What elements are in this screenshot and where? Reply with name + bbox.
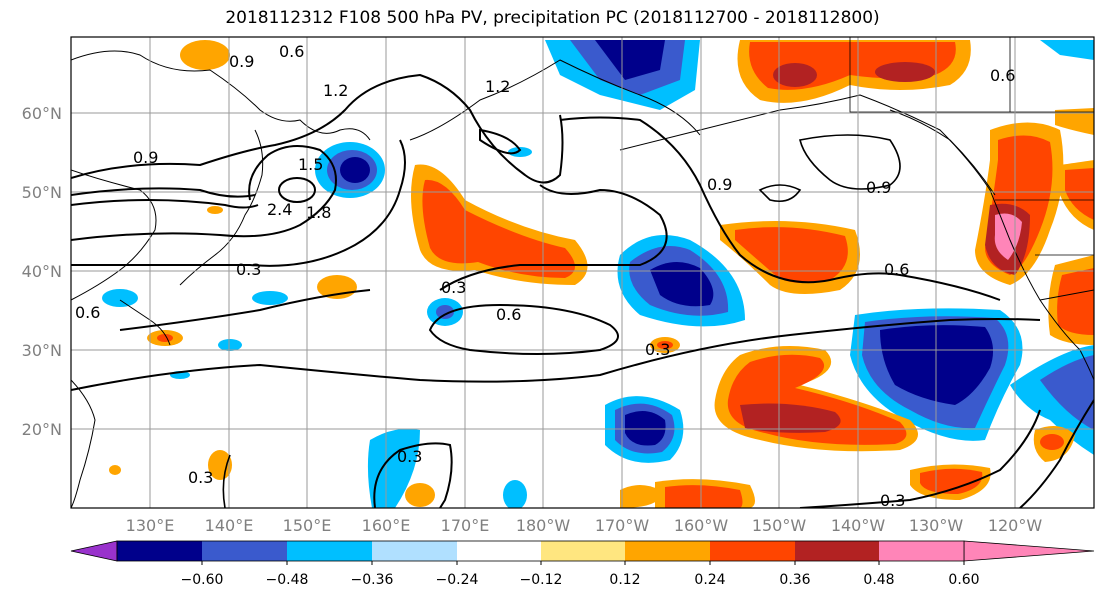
lon-label: 130°E [126,516,175,535]
contour-label: 0.6 [496,305,521,324]
precip-shading: 0.6 0.9 1.2 0.9 1.2 2.4 1.5 1.8 0.3 0.3 … [71,37,1094,510]
latitude-labels: 60°N 50°N 40°N 30°N 20°N [22,104,62,439]
colorbar-tick-label: −0.24 [436,572,479,588]
contour-label: 0.9 [229,52,254,71]
lon-label: 120°W [988,516,1043,535]
colorbar-swatch [541,541,625,561]
colorbar-swatch [625,541,710,561]
lon-label: 150°E [283,516,332,535]
map-frame [70,36,1095,509]
colorbar-swatch [795,541,879,561]
colorbar-tick-label: 0.24 [694,572,725,588]
colorbar-tick-label: −0.48 [266,572,309,588]
contour-label: 0.9 [707,175,732,194]
contour-label: 0.3 [441,278,466,297]
colorbar-tick-label: −0.12 [520,572,563,588]
positive-precip-region [109,40,1094,508]
lat-label: 60°N [22,104,62,123]
colorbar: −0.60 −0.48 −0.36 −0.24 −0.12 0.12 0.24 … [70,540,1095,588]
colorbar-swatch [372,541,457,561]
lon-label: 160°W [674,516,729,535]
lon-label: 140°E [205,516,254,535]
map-title: 2018112312 F108 500 hPa PV, precipitatio… [225,8,880,28]
colorbar-tick-label: 0.60 [948,572,979,588]
colorbar-swatch [287,541,372,561]
colorbar-extend-right [963,540,1095,562]
lon-label: 180°W [516,516,571,535]
gridlines [71,37,1094,508]
colorbar-swatch [202,541,287,561]
longitude-labels: 130°E 140°E 150°E 160°E 170°E 180°W 170°… [126,516,1043,535]
pv-center-contour [278,177,316,203]
contour-label: 1.5 [298,155,323,174]
borders [849,37,1094,256]
lon-label: 170°E [441,516,490,535]
contour-label: 1.8 [306,203,331,222]
contour-label: 1.2 [485,77,510,96]
lat-label: 30°N [22,341,62,360]
contour-label: 0.3 [236,260,261,279]
lat-label: 50°N [22,183,62,202]
contour-label: 0.9 [133,148,158,167]
colorbar-swatch [710,541,795,561]
contour-label: 0.6 [75,303,100,322]
colorbar-tick-label: 0.48 [863,572,894,588]
lon-label: 160°E [362,516,411,535]
colorbar-extend-left [70,540,118,562]
contour-labels: 0.6 0.9 1.2 0.9 1.2 2.4 1.5 1.8 0.3 0.3 … [75,42,1015,510]
contour-label: 0.6 [279,42,304,61]
contour-label: 0.3 [645,340,670,359]
colorbar-tick-label: −0.60 [181,572,224,588]
colorbar-tick-label: 0.12 [609,572,640,588]
colorbar-tick-label: 0.36 [779,572,810,588]
contour-label: 0.3 [880,491,905,510]
lat-label: 20°N [22,420,62,439]
colorbar-swatch [457,541,541,561]
lon-label: 130°W [909,516,964,535]
contour-label: 0.6 [990,66,1015,85]
contour-label: 0.6 [884,260,909,279]
contour-label: 0.3 [188,468,213,487]
pv-contours [71,73,1094,508]
colorbar-ticks [201,561,965,565]
contour-label: 2.4 [267,200,292,219]
colorbar-swatch [879,541,964,561]
contour-label: 0.9 [866,178,891,197]
lat-label: 40°N [22,262,62,281]
contour-label: 1.2 [323,81,348,100]
lon-label: 170°W [595,516,650,535]
lon-label: 140°W [831,516,886,535]
contour-label: 0.3 [397,447,422,466]
colorbar-swatch [117,541,202,561]
lon-label: 150°W [752,516,807,535]
colorbar-tick-label: −0.36 [351,572,394,588]
